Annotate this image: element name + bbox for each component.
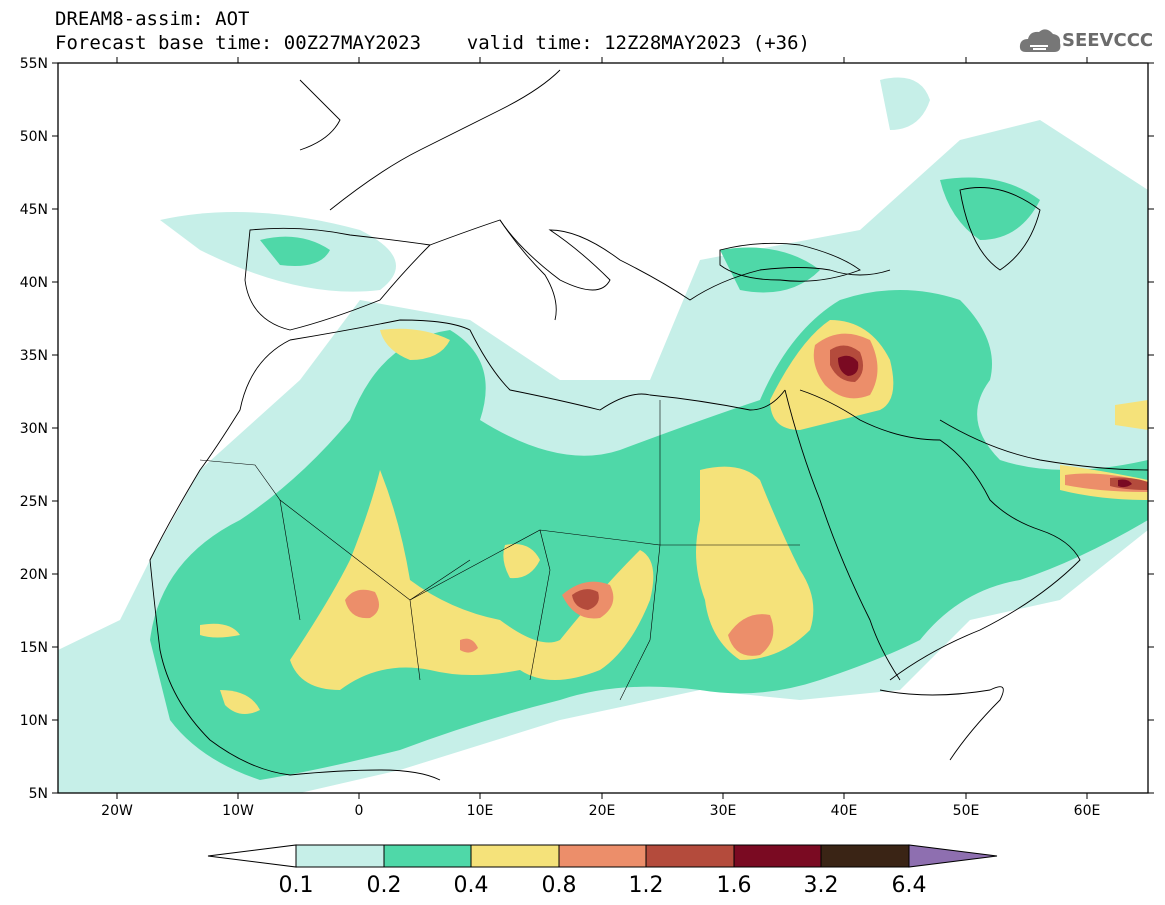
lon-label: 20W [101, 803, 133, 819]
lon-label: 20E [589, 803, 616, 819]
colorbar-bin [733, 844, 822, 868]
colorbar-bin [295, 844, 385, 868]
lat-label: 55N [20, 56, 48, 72]
colorbar-bin [645, 844, 735, 868]
forecast-times: Forecast base time: 00Z27MAY2023 valid t… [55, 32, 810, 54]
longitude-axis: 20W 10W 0 10E 20E 30E 40E 50E 60E [101, 57, 1100, 819]
colorbar-label: 0.4 [454, 873, 489, 898]
colorbar-low-triangle [207, 844, 297, 868]
colorbar-labels: 0.1 0.2 0.4 0.8 1.2 1.6 3.2 6.4 [279, 873, 927, 898]
lat-label: 35N [20, 348, 48, 364]
coastlines [149, 69, 1148, 781]
product-title: DREAM8-assim: AOT [55, 8, 250, 30]
lat-label: 45N [20, 202, 48, 218]
lon-label: 10W [222, 803, 254, 819]
cloud-icon [1019, 29, 1061, 52]
colorbar-label: 0.8 [542, 873, 577, 898]
colorbar-label: 0.2 [367, 873, 402, 898]
colorbar-bin [470, 844, 560, 868]
lon-label: 40E [831, 803, 858, 819]
colorbar [207, 844, 998, 868]
lon-label: 60E [1074, 803, 1101, 819]
lon-label: 50E [953, 803, 980, 819]
logo-text: SEEVCCC [1062, 30, 1154, 51]
aot-field [58, 63, 1148, 793]
lon-label: 0 [355, 803, 364, 819]
colorbar-high-triangle [908, 844, 998, 868]
lat-label: 50N [20, 129, 48, 145]
lat-label: 15N [20, 640, 48, 656]
lon-label: 10E [467, 803, 494, 819]
lat-label: 10N [20, 713, 48, 729]
colorbar-label: 0.1 [279, 873, 314, 898]
colorbar-bin [558, 844, 647, 868]
colorbar-label: 1.6 [717, 873, 752, 898]
colorbar-label: 1.2 [629, 873, 664, 898]
lat-label: 5N [29, 786, 48, 802]
lat-label: 25N [20, 494, 48, 510]
colorbar-label: 6.4 [892, 873, 927, 898]
latitude-axis: 55N 50N 45N 40N 35N 30N 25N 20N 15N 10N … [20, 56, 1154, 802]
lat-label: 20N [20, 567, 48, 583]
colorbar-label: 3.2 [804, 873, 839, 898]
lat-label: 30N [20, 421, 48, 437]
colorbar-bin [820, 844, 910, 868]
lon-label: 30E [710, 803, 737, 819]
colorbar-bin [383, 844, 472, 868]
lat-label: 40N [20, 275, 48, 291]
